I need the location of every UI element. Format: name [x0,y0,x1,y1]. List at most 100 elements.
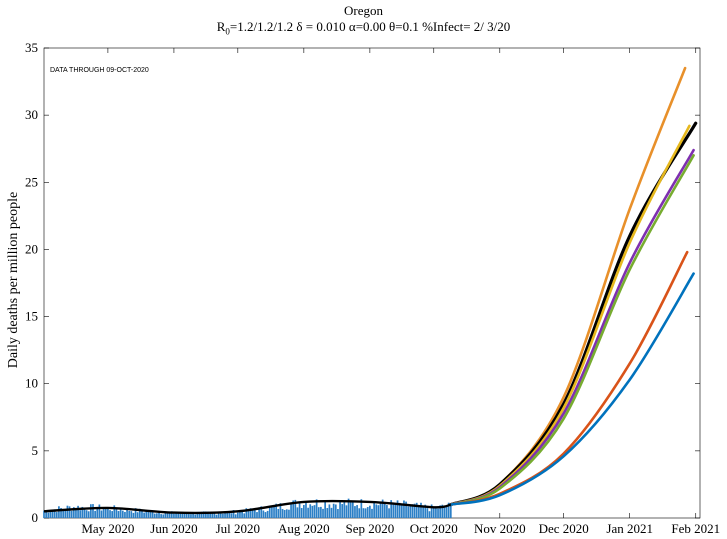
daily-bar [219,513,222,518]
daily-bar [213,512,216,518]
daily-bar [94,510,96,518]
daily-bar [228,511,231,518]
daily-bar [207,511,209,518]
daily-bar [117,511,120,518]
daily-bar [107,507,109,518]
daily-bar [83,507,86,518]
daily-bar [364,508,367,518]
daily-bar [347,498,350,518]
y-tick-label: 10 [25,376,38,391]
daily-bar [339,500,341,518]
daily-bar [102,508,105,518]
daily-bar [245,508,248,518]
daily-bar [177,513,180,518]
daily-bar [403,500,405,518]
daily-bar [134,508,137,518]
daily-bar [305,502,307,518]
daily-bar [234,514,237,518]
daily-bar [192,512,194,518]
daily-bar [390,500,393,518]
daily-bar [90,504,92,518]
daily-bar [285,509,288,518]
daily-bar [202,511,205,518]
daily-bar [198,512,201,518]
daily-bar [147,511,150,518]
y-tick-label: 5 [32,443,39,458]
chart-subtitle: R0=1.2/1.2/1.2 δ = 0.010 α=0.00 θ=0.1 %I… [216,19,511,37]
daily-bar [236,512,239,518]
daily-bar [113,505,116,518]
daily-bar [292,500,295,518]
daily-bar [349,501,352,518]
daily-bar [96,508,99,518]
daily-bar [200,511,203,518]
daily-bar [428,511,431,518]
daily-bar [222,513,224,518]
x-tick-label: Nov 2020 [474,521,526,536]
daily-bar [121,510,124,518]
daily-bar [226,511,229,518]
daily-bar [185,513,188,518]
daily-bar [362,508,365,518]
daily-bar [328,504,331,518]
x-tick-label: Sep 2020 [345,521,394,536]
daily-bar [281,508,284,518]
projection-line [449,154,695,506]
daily-bar [79,510,82,518]
daily-bar [170,511,173,518]
daily-bar [149,510,152,518]
daily-bar [307,507,309,518]
daily-bar [53,509,56,518]
daily-bar [290,504,292,518]
daily-bar [196,514,199,518]
y-tick-label: 15 [25,309,38,324]
daily-bar [64,509,67,518]
daily-bar [132,512,135,518]
daily-bar [158,512,160,518]
data-through-note: DATA THROUGH 09-OCT-2020 [50,67,149,74]
x-tick-label: Aug 2020 [278,521,330,536]
daily-bar [360,499,363,518]
daily-bar [239,511,241,518]
daily-bar [72,507,75,518]
daily-bar [430,504,433,518]
daily-bar [337,509,339,518]
daily-bar [256,512,258,518]
daily-bar [394,504,397,518]
daily-bar [447,502,450,518]
daily-bar [100,510,103,518]
daily-bar [45,510,47,518]
daily-bar [162,514,165,518]
daily-bar [181,511,184,518]
daily-bar [405,501,407,518]
daily-bar [115,509,118,518]
fit-line [43,499,452,515]
daily-bar [156,513,158,518]
daily-bar [168,512,171,518]
daily-bar [386,505,388,518]
daily-bar [205,511,207,518]
daily-bar [420,502,422,518]
daily-bar [111,511,114,518]
tick-labels: 0 5 10 15 20 25 30 35 May 2020 Jun 2020 Jul 2020 Au… [25,40,720,536]
daily-bar [70,510,73,518]
y-tick-label: 35 [25,40,38,55]
daily-bar [194,514,197,518]
daily-bar [249,508,252,518]
daily-bar [232,510,235,518]
daily-bar [424,504,427,518]
daily-bar [343,500,346,518]
daily-bar [373,502,375,518]
daily-bar [247,510,250,518]
x-tick-label: Dec 2020 [539,521,589,536]
daily-bar [190,514,192,518]
daily-bar [435,506,437,518]
daily-bar [283,509,286,518]
daily-bar [209,511,211,518]
y-tick-label: 20 [25,241,38,256]
y-axis-label: Daily deaths per million people [6,191,21,369]
daily-bar [166,511,169,518]
x-tick-label: Oct 2020 [410,521,458,536]
daily-bar [173,513,175,518]
